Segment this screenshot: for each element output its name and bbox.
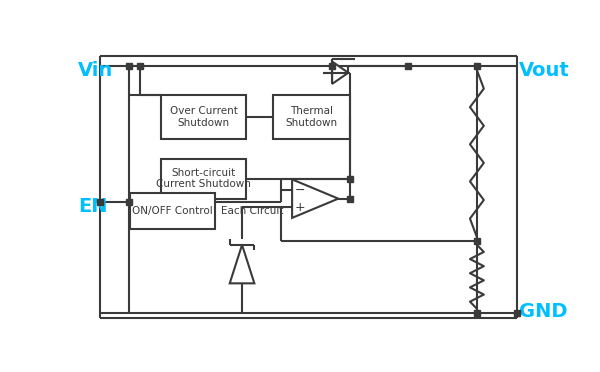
Text: Vout: Vout (519, 61, 570, 80)
Text: GND: GND (519, 302, 568, 321)
Text: ON/OFF Control: ON/OFF Control (133, 206, 213, 216)
Text: +: + (295, 201, 305, 214)
Text: Over Current
Shutdown: Over Current Shutdown (170, 106, 238, 128)
Polygon shape (332, 62, 349, 84)
Text: Short-circuit
Current Shutdown: Short-circuit Current Shutdown (156, 168, 251, 189)
FancyBboxPatch shape (273, 95, 350, 140)
Text: EN: EN (78, 197, 107, 216)
Text: −: − (295, 184, 305, 197)
Polygon shape (292, 179, 338, 218)
Text: Thermal
Shutdown: Thermal Shutdown (285, 106, 337, 128)
FancyBboxPatch shape (130, 193, 215, 229)
FancyBboxPatch shape (161, 95, 246, 140)
Polygon shape (230, 245, 254, 283)
Text: Vin: Vin (78, 61, 113, 80)
FancyBboxPatch shape (161, 158, 246, 199)
Text: Each Circuit: Each Circuit (221, 206, 284, 216)
